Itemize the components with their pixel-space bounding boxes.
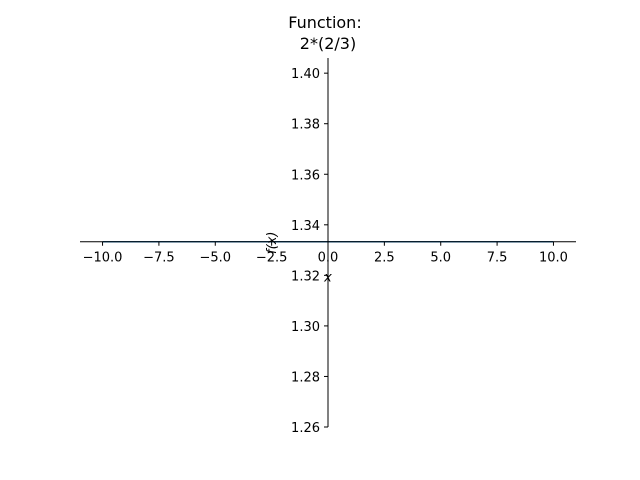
chart-title-line-1: Function:: [288, 13, 361, 32]
y-tick-label: 1.30: [291, 320, 320, 335]
y-ticks: 1.26 1.28 1.30 1.32 1.34 1.36 1.38 1.40: [291, 67, 328, 436]
y-tick-label: 1.36: [291, 168, 320, 183]
chart-title: Function: 2*(2/3): [288, 13, 361, 53]
x-ticks: −10.0 −7.5 −5.0 −2.5 0.0 2.5 5.0 7.5 10.0: [83, 241, 568, 266]
y-tick-label: 1.26: [291, 421, 320, 436]
y-tick-label: 1.40: [291, 67, 320, 82]
x-tick-label: 0.0: [318, 251, 339, 266]
x-tick-label: 2.5: [374, 251, 395, 266]
y-tick-label: 1.38: [291, 118, 320, 133]
y-tick-label: 1.28: [291, 370, 320, 385]
x-tick-label: −5.0: [199, 251, 231, 266]
y-tick-label: 1.34: [291, 219, 320, 234]
x-tick-label: 7.5: [487, 251, 508, 266]
chart-title-line-2: 2*(2/3): [300, 34, 356, 53]
x-tick-label: −2.5: [256, 251, 288, 266]
x-axis-label: x: [323, 271, 332, 286]
x-tick-label: −7.5: [143, 251, 175, 266]
y-axis-label: f(x): [265, 232, 280, 254]
x-tick-label: −10.0: [83, 251, 123, 266]
x-tick-label: 10.0: [539, 251, 568, 266]
x-tick-label: 5.0: [430, 251, 451, 266]
y-tick-label: 1.32: [291, 269, 320, 284]
